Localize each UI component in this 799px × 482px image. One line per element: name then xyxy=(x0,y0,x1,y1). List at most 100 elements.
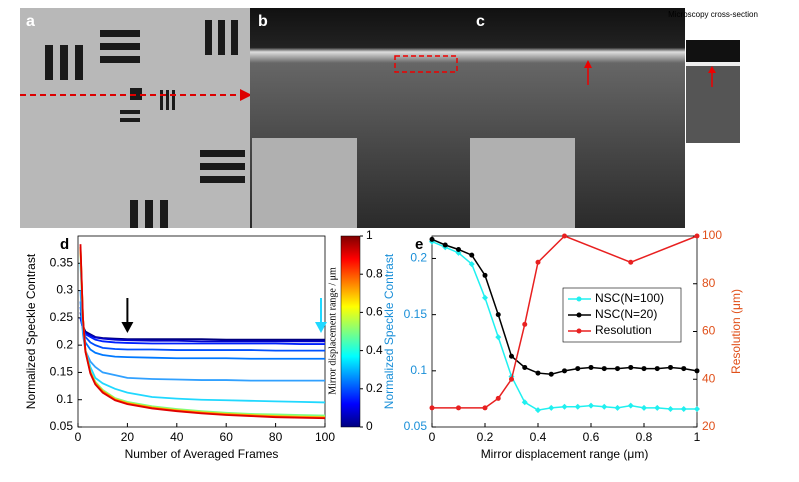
marker xyxy=(601,366,607,372)
marker xyxy=(495,334,502,341)
colorbar-label: Mirror displacement range / μm xyxy=(327,267,338,395)
series-line xyxy=(79,312,325,341)
legend-marker xyxy=(576,312,582,318)
marker xyxy=(641,366,647,372)
marker xyxy=(535,407,541,414)
marker xyxy=(694,368,700,374)
y-tick-label: 0.1 xyxy=(410,363,427,377)
series-line xyxy=(79,244,326,420)
panel-label: b xyxy=(258,13,268,30)
y-tick-label: 0.3 xyxy=(56,283,73,297)
marker xyxy=(548,371,554,377)
x-tick-label: 0 xyxy=(429,430,436,444)
colorbar-tick-label: 0.8 xyxy=(366,266,383,280)
series-line xyxy=(79,246,326,419)
legend-label: NSC(N=20) xyxy=(595,307,657,321)
marker xyxy=(681,366,687,372)
y-tick-label: 0.35 xyxy=(50,255,74,269)
marker xyxy=(694,233,700,239)
marker xyxy=(482,272,488,278)
marker xyxy=(521,399,528,406)
panel-c-image xyxy=(468,8,685,228)
marker xyxy=(548,404,555,411)
marker xyxy=(561,403,568,410)
y2-tick-label: 60 xyxy=(702,324,716,338)
y-tick-label: 0.2 xyxy=(56,337,73,351)
microscopy-image xyxy=(686,40,740,143)
x-tick-label: 1 xyxy=(694,430,701,444)
colorbar-tick-label: 0.4 xyxy=(366,343,383,357)
inset-caption: Microscopy cross-section xyxy=(668,10,758,19)
y-tick-label: 0.25 xyxy=(50,310,74,324)
marker xyxy=(469,252,475,258)
marker xyxy=(535,370,541,376)
marker xyxy=(654,366,660,372)
marker xyxy=(588,364,594,370)
marker xyxy=(668,364,673,370)
marker xyxy=(509,353,514,359)
legend-marker xyxy=(576,296,582,302)
y-tick-label: 0.15 xyxy=(404,307,428,321)
x-tick-label: 60 xyxy=(220,430,234,444)
marker xyxy=(575,366,581,372)
y2-tick-label: 100 xyxy=(702,228,722,242)
marker xyxy=(442,242,448,248)
y2-axis-label: Resolution (μm) xyxy=(729,289,743,374)
colorbar xyxy=(340,235,361,428)
panel-b-image xyxy=(250,8,470,228)
x-tick-label: 0.6 xyxy=(583,430,600,444)
marker xyxy=(667,406,674,413)
x-tick-label: 40 xyxy=(170,430,184,444)
panel-label: a xyxy=(26,13,35,30)
x-axis-label: Number of Averaged Frames xyxy=(125,447,279,461)
marker xyxy=(654,404,661,411)
panel-label: d xyxy=(60,236,69,253)
legend-marker xyxy=(576,328,582,334)
marker xyxy=(456,405,461,411)
marker xyxy=(694,406,700,413)
y-tick-label: 0.15 xyxy=(50,365,74,379)
panel-label: c xyxy=(476,13,485,30)
series-line xyxy=(79,317,325,345)
series-line xyxy=(79,290,325,382)
marker xyxy=(562,368,567,374)
marker xyxy=(495,395,501,401)
series-line xyxy=(79,263,326,404)
marker xyxy=(615,366,620,372)
panel-a-image xyxy=(20,8,252,228)
series-line xyxy=(79,317,325,343)
x-axis-label: Mirror displacement range (μm) xyxy=(481,447,649,461)
plot-area xyxy=(77,235,326,428)
marker xyxy=(574,403,581,410)
series-line xyxy=(79,301,325,360)
marker xyxy=(641,404,647,411)
annotation-arrowhead xyxy=(315,322,327,333)
y2-tick-label: 40 xyxy=(702,371,716,385)
marker xyxy=(627,402,634,409)
marker xyxy=(588,402,594,409)
colorbar-tick-label: 0.6 xyxy=(366,305,383,319)
series-line xyxy=(79,306,325,352)
marker xyxy=(429,405,435,411)
panel-label: e xyxy=(415,236,423,253)
x-tick-label: 80 xyxy=(269,430,283,444)
marker xyxy=(628,364,634,370)
marker xyxy=(482,405,488,411)
x-tick-label: 0.4 xyxy=(530,430,547,444)
y-tick-label: 0.1 xyxy=(56,392,73,406)
marker xyxy=(522,364,528,370)
legend-label: Resolution xyxy=(595,323,652,337)
marker xyxy=(456,246,461,252)
y-axis-label: Normalized Speckle Contrast xyxy=(24,253,38,409)
legend-label: NSC(N=100) xyxy=(595,291,664,305)
x-tick-label: 100 xyxy=(315,430,335,444)
y-tick-label: 0.2 xyxy=(410,251,427,265)
y-axis-label: Normalized Speckle Contrast xyxy=(382,253,396,409)
x-tick-label: 0 xyxy=(75,430,82,444)
marker xyxy=(522,321,528,327)
annotation-arrowhead xyxy=(121,322,134,333)
marker xyxy=(495,312,501,318)
y2-tick-label: 20 xyxy=(702,419,716,433)
